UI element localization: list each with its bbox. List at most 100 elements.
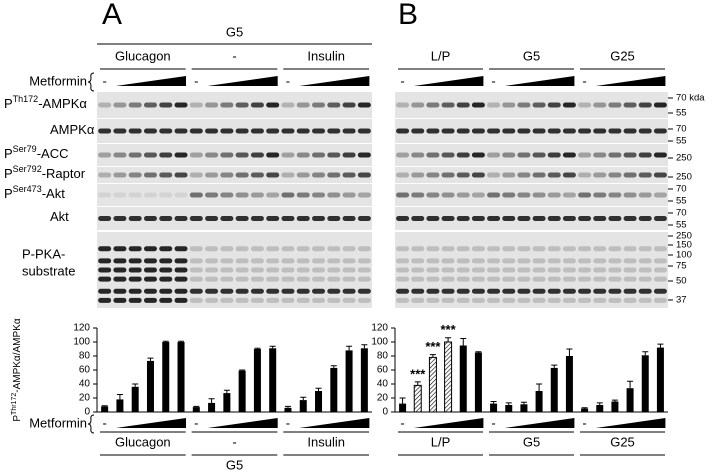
blot-panel bbox=[395, 92, 668, 118]
blot-band bbox=[547, 246, 561, 252]
blot-band bbox=[143, 297, 157, 303]
blot-band bbox=[250, 216, 264, 221]
blot-band bbox=[296, 152, 310, 158]
blot-band bbox=[456, 288, 470, 294]
blot-band bbox=[342, 276, 356, 282]
blot-band bbox=[517, 152, 531, 158]
metformin-wedge bbox=[504, 76, 575, 86]
error-bar bbox=[315, 387, 322, 391]
blot-band bbox=[250, 246, 264, 252]
blot-band bbox=[281, 258, 295, 264]
blot-band bbox=[159, 128, 173, 134]
blot-band bbox=[426, 172, 440, 178]
mw-marker: 250 bbox=[676, 172, 692, 183]
row-label: P-PKA- bbox=[22, 246, 65, 261]
metformin-wedge bbox=[504, 418, 575, 428]
blot-band bbox=[426, 267, 440, 273]
blot-band bbox=[357, 246, 371, 252]
blot-band bbox=[159, 297, 173, 303]
blot-band bbox=[174, 102, 188, 108]
group-label: G25 bbox=[610, 48, 635, 63]
bar bbox=[490, 403, 498, 412]
blot-band bbox=[250, 152, 264, 158]
blot-band bbox=[396, 102, 410, 108]
blot-band bbox=[205, 276, 219, 282]
blot-band bbox=[235, 246, 249, 252]
blot-band bbox=[281, 192, 295, 198]
blot-band bbox=[250, 258, 264, 264]
blot-band bbox=[532, 172, 546, 178]
metformin-wedge bbox=[595, 418, 666, 428]
blot-band bbox=[250, 128, 264, 134]
bar bbox=[131, 386, 139, 412]
blot-band bbox=[487, 152, 501, 158]
blot-band bbox=[266, 216, 280, 221]
blot-band bbox=[143, 288, 157, 294]
blot-band bbox=[189, 128, 203, 134]
blot-band bbox=[205, 258, 219, 264]
blot-band bbox=[653, 276, 667, 282]
row-label: PSer79-ACC bbox=[4, 144, 68, 161]
metformin-minus: - bbox=[491, 73, 495, 88]
blot-band bbox=[593, 216, 607, 221]
brace bbox=[87, 414, 95, 434]
blot-band bbox=[578, 128, 592, 134]
blot-band bbox=[638, 276, 652, 282]
row-label-part: P bbox=[4, 96, 13, 111]
blot-band bbox=[220, 102, 234, 108]
metformin-wedge bbox=[413, 418, 484, 428]
blot-band bbox=[593, 172, 607, 178]
blot-panel bbox=[97, 232, 372, 308]
blot-band bbox=[327, 216, 341, 221]
blot-band bbox=[638, 152, 652, 158]
bar bbox=[611, 401, 619, 412]
error-bar bbox=[116, 394, 123, 400]
blot-band bbox=[174, 192, 188, 198]
bar bbox=[162, 342, 170, 412]
error-bar bbox=[429, 354, 436, 358]
blot-band bbox=[441, 192, 455, 198]
blot-band bbox=[159, 288, 173, 294]
blot-band bbox=[342, 128, 356, 134]
blot-band bbox=[471, 172, 485, 178]
blot-band bbox=[517, 258, 531, 264]
blot-band bbox=[593, 128, 607, 134]
blot-band bbox=[578, 297, 592, 303]
blot-band bbox=[357, 152, 371, 158]
blot-band bbox=[502, 172, 516, 178]
blot-band bbox=[517, 276, 531, 282]
metformin-minus: - bbox=[286, 415, 290, 430]
blot-band bbox=[411, 152, 425, 158]
blot-band bbox=[653, 172, 667, 178]
error-bar bbox=[490, 401, 497, 404]
blot-band bbox=[547, 276, 561, 282]
error-bar bbox=[611, 399, 618, 402]
blot-band bbox=[653, 192, 667, 198]
metformin-minus: - bbox=[194, 73, 198, 88]
blot-band bbox=[441, 276, 455, 282]
row-label-part: P bbox=[4, 166, 13, 181]
y-tick-label: 0 bbox=[382, 407, 388, 418]
blot-band bbox=[174, 276, 188, 282]
row-label: PSer792-Raptor bbox=[4, 164, 86, 181]
blot-band bbox=[578, 246, 592, 252]
blot-band bbox=[411, 192, 425, 198]
blot-band bbox=[653, 258, 667, 264]
blot-band bbox=[532, 297, 546, 303]
y-tick-label: 60 bbox=[79, 365, 91, 376]
blot-band bbox=[502, 128, 516, 134]
error-bar bbox=[223, 389, 230, 394]
bar bbox=[238, 370, 246, 412]
blot-panel bbox=[395, 184, 668, 206]
blot-band bbox=[327, 267, 341, 273]
blot-band bbox=[593, 102, 607, 108]
blot-band bbox=[98, 192, 112, 198]
y-axis-title-part: P bbox=[12, 415, 23, 422]
blot-band bbox=[426, 152, 440, 158]
blot-band bbox=[578, 267, 592, 273]
blot-band bbox=[296, 288, 310, 294]
blot-band bbox=[296, 102, 310, 108]
blot-panel bbox=[395, 144, 668, 166]
blot-band bbox=[608, 128, 622, 134]
error-bar bbox=[346, 345, 353, 351]
